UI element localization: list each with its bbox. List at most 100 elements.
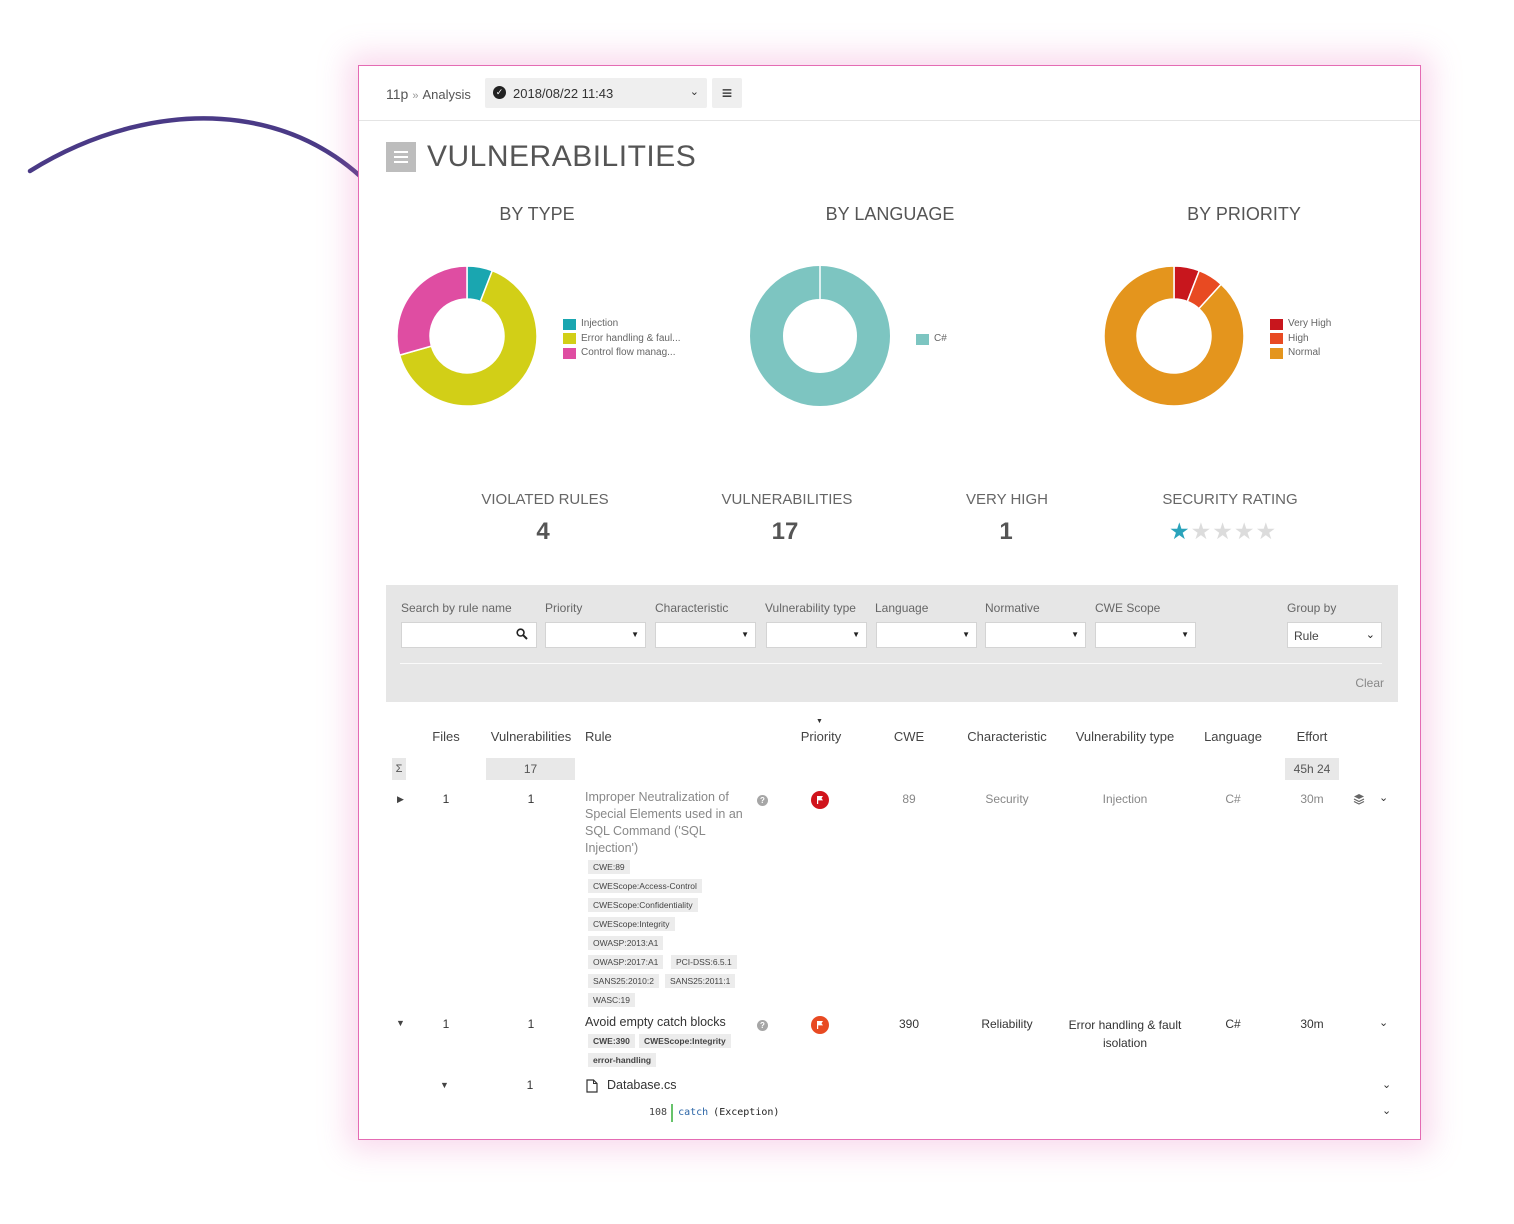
row-vulnerabilities[interactable]: 1 — [527, 792, 535, 806]
legend-swatch — [1270, 318, 1283, 330]
chevron-down-icon[interactable]: ⌄ — [1379, 1017, 1389, 1029]
chevron-down-icon[interactable]: ⌄ — [1382, 1105, 1392, 1117]
app-window: 11p» Analysis ✓ 2018/08/22 11:43 ⌄ ≡ VULN… — [358, 65, 1421, 1140]
hamburger-icon[interactable]: ≡ — [712, 78, 742, 108]
layers-icon[interactable] — [1353, 793, 1365, 805]
legend-entry[interactable]: Very High — [1270, 317, 1331, 332]
legend-label: High — [1288, 332, 1309, 344]
row-vulnerabilities[interactable]: 1 — [527, 1017, 535, 1031]
group-by-label: Group by — [1287, 601, 1337, 615]
characteristic-select[interactable]: ▼ — [655, 622, 756, 648]
slice-error-handling-faul[interactable] — [398, 269, 538, 407]
search-input[interactable] — [401, 622, 537, 648]
priority-select[interactable]: ▼ — [545, 622, 646, 648]
row-files: 1 — [442, 792, 450, 806]
clear-filters-link[interactable]: Clear — [1355, 676, 1384, 690]
donut-chart-by-language[interactable] — [748, 264, 892, 408]
legend-entry[interactable]: C# — [916, 332, 947, 347]
tag[interactable]: CWEScope:Integrity — [639, 1034, 731, 1048]
filter-divider — [400, 663, 1382, 664]
tag[interactable]: CWE:390 — [588, 1034, 635, 1048]
priority-very-high-icon — [811, 791, 829, 809]
legend-entry[interactable]: Injection — [563, 317, 681, 332]
breadcrumb-separator: » — [412, 90, 419, 102]
caret-down-icon: ▼ — [1071, 630, 1079, 639]
column-header-vulnerabilities[interactable]: Vulnerabilities — [490, 729, 572, 744]
column-header-characteristic[interactable]: Characteristic — [967, 729, 1047, 744]
row-characteristic: Security — [985, 792, 1029, 806]
legend-entry[interactable]: Error handling & faul... — [563, 332, 681, 347]
chevron-down-icon[interactable]: ⌄ — [1379, 792, 1389, 804]
stat-security-rating-label: SECURITY RATING — [1162, 491, 1298, 508]
language-select[interactable]: ▼ — [876, 622, 977, 648]
help-icon[interactable]: ? — [757, 795, 768, 806]
priority-high-icon — [811, 1016, 829, 1034]
normative-select[interactable]: ▼ — [985, 622, 1086, 648]
analysis-select[interactable]: ✓ 2018/08/22 11:43 ⌄ — [485, 78, 707, 108]
collapse-file-icon[interactable]: ▼ — [440, 1080, 449, 1090]
search-label: Search by rule name — [401, 601, 512, 615]
chevron-down-icon[interactable]: ⌄ — [1382, 1079, 1392, 1091]
help-icon[interactable]: ? — [757, 1020, 768, 1031]
column-header-language[interactable]: Language — [1204, 729, 1262, 744]
legend-by-language: C# — [916, 332, 947, 347]
security-rating-stars: ★ ★ ★ ★ ★ — [1169, 520, 1289, 543]
tag[interactable]: CWEScope:Access-Control — [588, 879, 702, 893]
vulnerability-type-filter-label: Vulnerability type — [765, 601, 856, 615]
tag[interactable]: CWEScope:Confidentiality — [588, 898, 698, 912]
tag[interactable]: SANS25:2011:1 — [665, 974, 736, 988]
tag[interactable]: WASC:19 — [588, 993, 636, 1007]
legend-by-priority: Very High High Normal — [1270, 317, 1331, 361]
list-icon — [386, 142, 416, 172]
row-effort: 30m — [1300, 792, 1324, 806]
column-header-vulnerability-type[interactable]: Vulnerability type — [1075, 729, 1175, 744]
star-empty-icon: ★ — [1212, 518, 1233, 544]
breadcrumb-project[interactable]: 11p — [386, 86, 409, 102]
tag[interactable]: OWASP:2013:A1 — [588, 936, 664, 950]
donut-chart-by-type[interactable] — [395, 264, 539, 408]
column-header-rule[interactable]: Rule — [585, 729, 612, 744]
legend-entry[interactable]: High — [1270, 332, 1331, 347]
summary-sigma: Σ — [392, 758, 406, 780]
legend-swatch — [1270, 347, 1283, 359]
row-effort: 30m — [1300, 1017, 1324, 1031]
language-filter-label: Language — [875, 601, 929, 615]
column-header-files[interactable]: Files — [432, 729, 460, 744]
rule-name-sql-injection[interactable]: Improper Neutralization of Special Eleme… — [585, 790, 743, 855]
row-language: C# — [1225, 1017, 1241, 1031]
row-characteristic: Reliability — [981, 1017, 1033, 1031]
file-name[interactable]: Database.cs — [607, 1078, 677, 1092]
tag[interactable]: error-handling — [588, 1053, 657, 1067]
code-text: (Exception) — [713, 1107, 780, 1118]
rule-name-empty-catch[interactable]: Avoid empty catch blocks — [585, 1015, 726, 1029]
breadcrumb-analysis[interactable]: Analysis — [422, 87, 471, 102]
legend-swatch — [1270, 333, 1283, 345]
column-header-priority[interactable]: Priority — [800, 729, 842, 744]
expand-row-icon[interactable]: ▶ — [397, 794, 404, 804]
group-by-select[interactable]: Rule ⌄ — [1287, 622, 1382, 648]
search-icon — [516, 628, 528, 640]
legend-label: Error handling & faul... — [581, 332, 681, 344]
legend-swatch — [916, 333, 929, 345]
legend-entry[interactable]: Normal — [1270, 346, 1331, 361]
top-bar: 11p» Analysis ✓ 2018/08/22 11:43 ⌄ ≡ — [359, 66, 1420, 121]
donut-chart-by-priority[interactable] — [1102, 264, 1246, 408]
breadcrumb: 11p» Analysis — [386, 86, 471, 102]
slice-control-flow-manag[interactable] — [396, 265, 468, 357]
slice-normal[interactable] — [1103, 265, 1245, 407]
row-language: C# — [1225, 792, 1241, 806]
legend-entry[interactable]: Control flow manag... — [563, 346, 681, 361]
tag[interactable]: PCI-DSS:6.5.1 — [671, 955, 737, 969]
stat-vulnerabilities-value: 17 — [771, 518, 799, 545]
vulnerability-type-select[interactable]: ▼ — [766, 622, 867, 648]
tag[interactable]: SANS25:2010:2 — [588, 974, 659, 988]
column-header-cwe[interactable]: CWE — [893, 729, 925, 744]
code-line-number: 108 — [649, 1104, 674, 1122]
collapse-row-icon[interactable]: ▼ — [396, 1018, 405, 1028]
column-header-effort[interactable]: Effort — [1296, 729, 1328, 744]
stat-violated-rules-value: 4 — [536, 518, 550, 545]
tag[interactable]: CWEScope:Integrity — [588, 917, 675, 931]
tag[interactable]: OWASP:2017:A1 — [588, 955, 664, 969]
cwe-scope-select[interactable]: ▼ — [1095, 622, 1196, 648]
tag[interactable]: CWE:89 — [588, 860, 630, 874]
